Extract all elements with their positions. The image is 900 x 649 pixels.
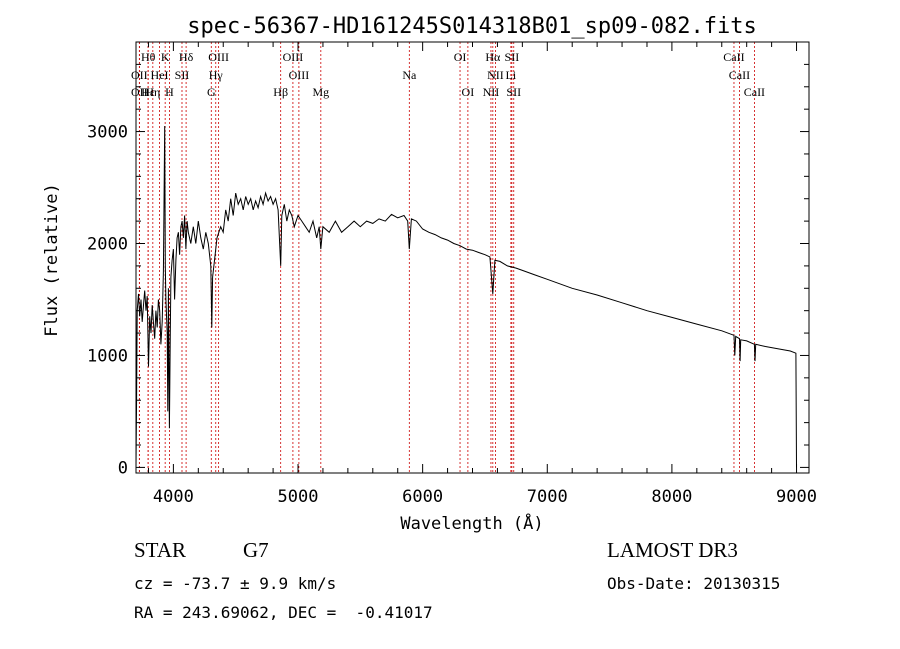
line-label-14: Na — [402, 68, 417, 82]
survey-name: LAMOST DR3 — [607, 538, 738, 562]
x-axis-ticks: 4000 5000 6000 7000 8000 9000 — [147, 42, 817, 507]
line-label-6: Hα — [485, 50, 501, 64]
line-label-3: OIII — [208, 50, 229, 64]
line-label-24: Mg — [312, 85, 329, 99]
line-label-27: SII — [506, 85, 521, 99]
x-tick-label-5: 9000 — [776, 487, 817, 507]
line-label-9: OII — [131, 68, 148, 82]
line-label-26: NII — [483, 85, 500, 99]
plot-frame — [135, 41, 810, 474]
line-label-16: Li — [506, 68, 517, 82]
y-tick-label-3: 3000 — [87, 123, 128, 143]
flux-series-line — [135, 125, 797, 468]
line-label-4: OIII — [283, 50, 304, 64]
line-label-12: Hγ — [209, 68, 224, 82]
redshift-velocity: cz = -73.7 ± 9.9 km/s — [134, 574, 337, 593]
line-label-17: CaII — [729, 68, 750, 82]
line-label-18: OII — [131, 85, 148, 99]
x-tick-label-2: 6000 — [402, 487, 443, 507]
line-label-1: K — [161, 50, 170, 64]
observation-date: Obs-Date: 20130315 — [607, 574, 781, 593]
spectral-line-labels: Hθ K Hδ OIII OIII OI Hα SII CaII OII HeI SII Hγ OIII N… — [131, 50, 765, 99]
line-label-19: Hε — [141, 85, 155, 99]
y-axis-label: Flux (relative) — [42, 183, 62, 337]
x-tick-label-1: 5000 — [278, 487, 319, 507]
coordinates: RA = 243.69062, DEC = -0.41017 — [134, 603, 433, 622]
object-class: STAR — [134, 538, 186, 562]
object-subclass: G7 — [243, 538, 269, 562]
line-label-28: CaII — [744, 85, 765, 99]
chart-title: spec-56367-HD161245S014318B01_sp09-082.f… — [187, 14, 757, 39]
line-label-15: NII — [487, 68, 504, 82]
line-label-5: OI — [454, 50, 467, 64]
line-label-0: Hθ — [141, 50, 156, 64]
line-label-23: Hβ — [273, 85, 288, 99]
line-label-10: HeI — [151, 68, 169, 82]
y-tick-label-1: 1000 — [87, 346, 128, 366]
line-label-7: SII — [505, 50, 520, 64]
line-label-20: Hη — [145, 85, 160, 99]
x-axis-label: Wavelength (Å) — [400, 512, 543, 534]
x-tick-label-3: 7000 — [527, 487, 568, 507]
line-label-25: OI — [462, 85, 475, 99]
line-label-22: G — [207, 85, 216, 99]
spectral-line-markers — [138, 42, 755, 473]
line-label-8: CaII — [723, 50, 744, 64]
line-label-2: Hδ — [179, 50, 194, 64]
line-label-13: OIII — [289, 68, 310, 82]
line-label-21: H — [165, 85, 174, 99]
y-tick-label-2: 2000 — [87, 235, 128, 255]
line-label-11: SII — [175, 68, 190, 82]
x-tick-label-4: 8000 — [651, 487, 692, 507]
y-axis-ticks: 0 1000 2000 3000 — [87, 63, 809, 478]
y-tick-label-0: 0 — [118, 458, 128, 478]
x-tick-label-0: 4000 — [153, 487, 194, 507]
